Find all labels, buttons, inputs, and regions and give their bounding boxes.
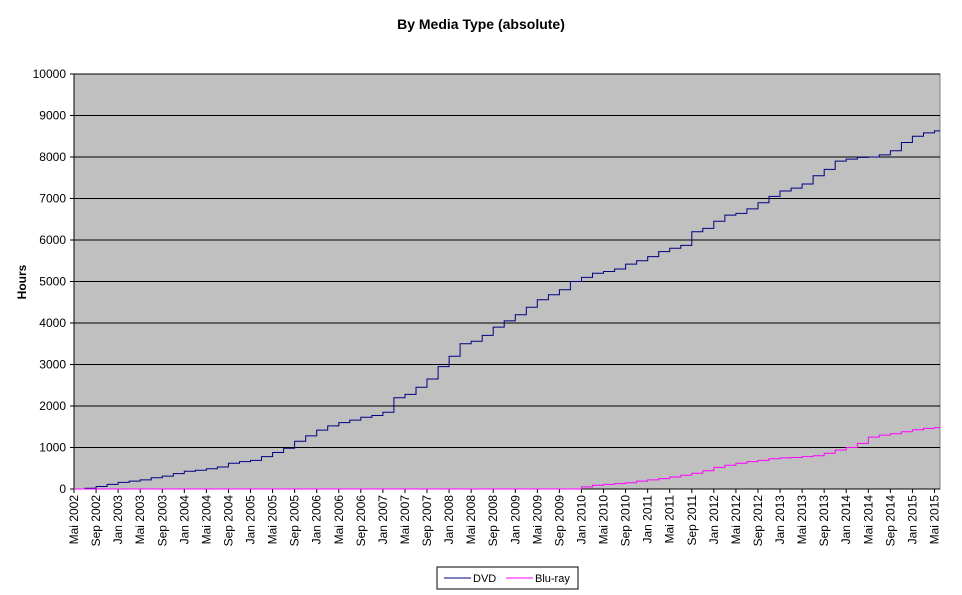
x-tick-label: Mai 2014 bbox=[861, 495, 875, 545]
x-tick-label: Jan 2004 bbox=[177, 495, 191, 545]
x-tick-label: Jan 2014 bbox=[839, 495, 853, 545]
legend-label-dvd: DVD bbox=[473, 573, 496, 585]
legend-label-blu-ray: Blu-ray bbox=[535, 573, 570, 585]
x-tick-label: Sep 2003 bbox=[155, 495, 169, 547]
x-tick-label: Mai 2004 bbox=[199, 495, 213, 545]
x-tick-label: Jan 2013 bbox=[773, 495, 787, 545]
series-line-dvd bbox=[74, 130, 940, 490]
x-tick-label: Mai 2002 bbox=[67, 495, 81, 545]
x-tick-label: Sep 2011 bbox=[685, 495, 699, 546]
x-tick-label: Sep 2006 bbox=[354, 495, 368, 547]
x-tick-label: Sep 2014 bbox=[883, 495, 897, 547]
x-tick-label: Jan 2006 bbox=[310, 495, 324, 545]
x-tick-label: Mai 2008 bbox=[464, 495, 478, 545]
x-tick-label: Jan 2005 bbox=[244, 495, 258, 545]
x-tick-label: Jan 2008 bbox=[442, 495, 456, 545]
x-tick-label: Jan 2010 bbox=[574, 495, 588, 545]
x-tick-label: Jan 2012 bbox=[707, 495, 721, 545]
y-tick-label: 6000 bbox=[39, 233, 66, 247]
x-tick-label: Mai 2003 bbox=[133, 495, 147, 545]
y-tick-label: 9000 bbox=[39, 109, 66, 123]
x-tick-label: Jan 2003 bbox=[111, 495, 125, 545]
y-tick-label: 4000 bbox=[39, 316, 66, 330]
x-tick-label: Mai 2011 bbox=[663, 495, 677, 544]
x-tick-label: Sep 2008 bbox=[486, 495, 500, 547]
grid-lines bbox=[74, 73, 940, 448]
x-tick-label: Mai 2006 bbox=[332, 495, 346, 545]
x-tick-label: Mai 2013 bbox=[795, 495, 809, 545]
series-layer bbox=[74, 130, 941, 490]
x-tick-label: Mai 2007 bbox=[398, 495, 412, 545]
x-tick-label: Sep 2004 bbox=[221, 495, 235, 547]
x-tick-label: Jan 2009 bbox=[508, 495, 522, 545]
x-tick-label: Jan 2015 bbox=[905, 495, 919, 545]
y-tick-label: 7000 bbox=[39, 192, 66, 206]
x-tick-label: Sep 2012 bbox=[751, 495, 765, 547]
series-line-blu-ray bbox=[74, 427, 941, 490]
y-axis-title: Hours bbox=[15, 264, 29, 299]
x-tick-label: Mai 2015 bbox=[927, 495, 941, 545]
chart-title: By Media Type (absolute) bbox=[397, 16, 565, 32]
x-axis: Mai 2002 Sep 2002 Jan 2003 Mai 2003 Sep 2003… bbox=[67, 488, 941, 547]
x-tick-label: Jan 2007 bbox=[376, 495, 390, 545]
x-tick-label: Mai 2005 bbox=[266, 495, 280, 545]
x-tick-label: Mai 2010 bbox=[597, 495, 611, 545]
x-tick-label: Sep 2002 bbox=[89, 495, 103, 547]
x-tick-label: Sep 2007 bbox=[420, 495, 434, 547]
y-tick-label: 10000 bbox=[33, 67, 67, 81]
x-tick-label: Sep 2013 bbox=[817, 495, 831, 547]
y-tick-label: 0 bbox=[59, 482, 66, 496]
y-tick-label: 5000 bbox=[39, 275, 66, 289]
y-axis: 0 1000 2000 3000 4000 5000 6000 7000 8000 9000 100… bbox=[33, 67, 75, 496]
y-tick-label: 2000 bbox=[39, 399, 66, 413]
y-tick-label: 1000 bbox=[39, 441, 66, 455]
x-tick-label: Sep 2010 bbox=[619, 495, 633, 547]
y-tick-label: 8000 bbox=[39, 150, 66, 164]
x-tick-label: Jan 2011 bbox=[641, 495, 655, 544]
x-tick-label: Sep 2009 bbox=[552, 495, 566, 547]
legend: DVD Blu-ray bbox=[436, 566, 579, 590]
x-tick-label: Mai 2012 bbox=[729, 495, 743, 545]
x-tick-label: Mai 2009 bbox=[530, 495, 544, 545]
x-tick-label: Sep 2005 bbox=[288, 495, 302, 547]
y-tick-label: 3000 bbox=[39, 358, 66, 372]
